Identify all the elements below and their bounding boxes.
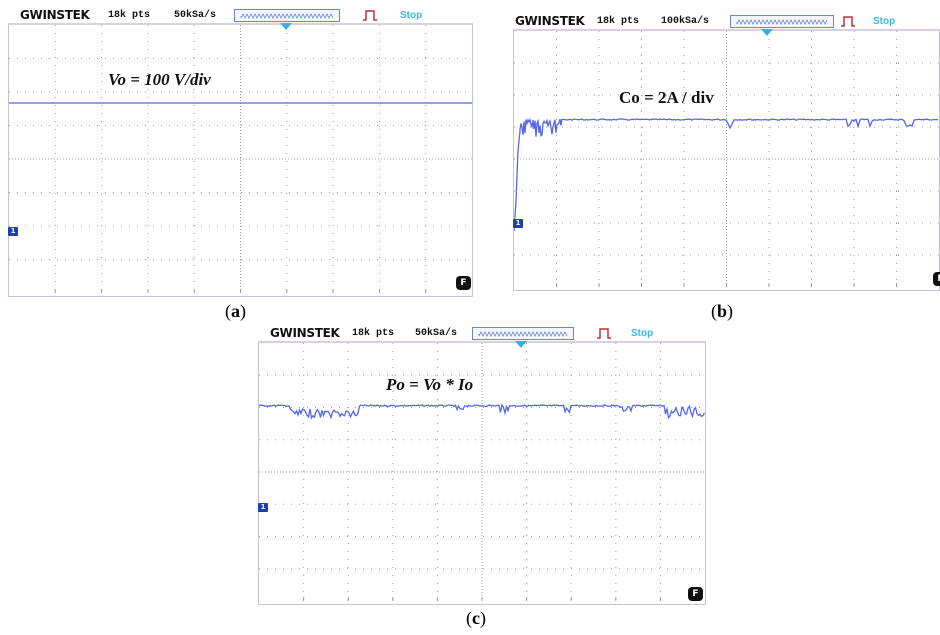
brand-logo: GWINSTEK [515,14,585,28]
caption-close-paren: ) [480,608,486,628]
f-badge: F [456,276,471,290]
memory-waveform [240,13,334,19]
sample-rate: 100kSa/s [661,16,710,27]
graticule [9,25,472,293]
f-badge: F [933,272,940,286]
record-length: 18k pts [597,16,640,27]
caption-close-paren: ) [727,301,734,321]
record-length: 18k pts [108,10,151,21]
record-length: 18k pts [352,328,395,339]
caption-open-paren: ( [711,301,717,321]
channel-1-marker: 1 [8,227,18,236]
memory-waveform [736,19,828,25]
oscilloscope-panel-b: GWINSTEK 18k pts 100kSa/s Stop Co = 2A /… [513,14,940,291]
caption-open-paren: ( [466,608,472,628]
trigger-marker-icon [515,341,527,348]
caption-b: (b) [711,301,733,322]
oscilloscope-panel-c: GWINSTEK 18k pts 50kSa/s Stop Po = Vo * … [258,326,706,605]
f-badge: F [688,587,703,601]
trigger-marker-icon [280,23,292,30]
run-state: Stop [631,328,654,339]
scope-header: GWINSTEK 18k pts 50kSa/s Stop [8,8,473,24]
run-indicator-icon [363,10,377,21]
caption-open-paren: ( [225,301,231,321]
scope-header: GWINSTEK 18k pts 100kSa/s Stop [513,14,940,30]
memory-bar [730,15,834,28]
sample-rate: 50kSa/s [415,328,458,339]
caption-a: (a) [225,301,246,322]
graticule [514,31,939,287]
run-state: Stop [873,16,896,27]
memory-bar [472,327,574,340]
waveform-trace [259,403,705,420]
scope-header: GWINSTEK 18k pts 50kSa/s Stop [258,326,706,342]
waveform-screen [513,29,940,291]
brand-logo: GWINSTEK [20,8,90,22]
caption-letter: b [717,301,728,321]
run-indicator-icon [841,16,855,27]
caption-letter: a [231,301,240,321]
oscilloscope-panel-a: GWINSTEK 18k pts 50kSa/s Stop Vo = 100 V… [8,8,473,297]
caption-letter: c [472,608,480,628]
waveform-screen [8,23,473,297]
trace-annotation: Vo = 100 V/div [108,70,211,89]
trigger-marker-icon [761,29,773,36]
caption-c: (c) [466,608,486,629]
caption-close-paren: ) [240,301,246,321]
channel-1-marker: 1 [258,503,268,512]
trace-annotation: Po = Vo * Io [386,375,474,394]
memory-waveform [478,331,568,337]
brand-logo: GWINSTEK [270,326,340,340]
trace-annotation: Co = 2A / div [619,88,714,107]
sample-rate: 50kSa/s [174,10,217,21]
waveform-trace [514,117,939,232]
waveform-screen [258,341,706,605]
run-indicator-icon [597,328,611,339]
channel-1-marker: 1 [513,219,523,228]
graticule [259,343,705,601]
run-state: Stop [400,10,423,21]
memory-bar [234,9,340,22]
